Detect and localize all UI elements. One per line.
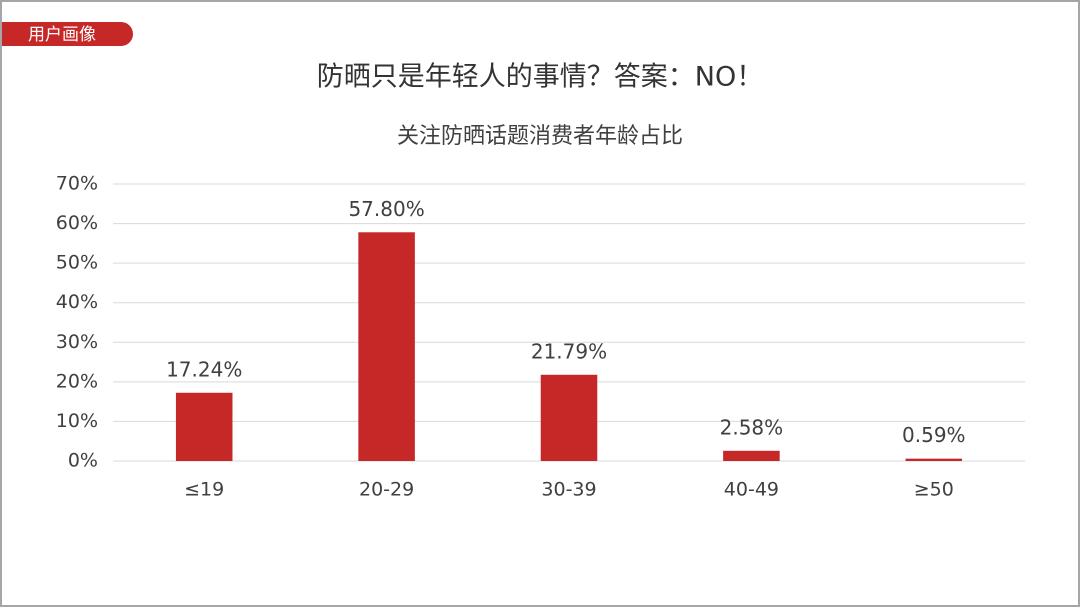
x-tick-label: ≥50 <box>914 479 954 501</box>
value-label: 17.24% <box>166 357 242 381</box>
value-label: 2.58% <box>720 415 784 439</box>
headline: 防晒只是年轻人的事情？答案：NO！ <box>317 62 763 93</box>
y-tick-label: 10% <box>56 410 98 432</box>
bar <box>358 232 415 461</box>
y-tick-label: 30% <box>56 331 98 353</box>
value-label: 0.59% <box>902 423 966 447</box>
bar <box>723 450 780 461</box>
y-tick-label: 70% <box>56 173 98 195</box>
y-tick-label: 20% <box>56 370 98 392</box>
y-tick-label: 40% <box>56 291 98 313</box>
x-tick-label: 30-39 <box>541 479 596 501</box>
chart-title: 关注防晒话题消费者年龄占比 <box>397 124 683 149</box>
value-label: 57.80% <box>348 197 424 221</box>
bar <box>540 374 598 461</box>
bar <box>905 458 963 461</box>
x-tick-label: 40-49 <box>724 479 779 501</box>
tag-background <box>2 22 133 46</box>
bar <box>175 392 233 461</box>
value-label: 21.79% <box>531 339 607 363</box>
y-tick-label: 50% <box>56 252 98 274</box>
y-tick-label: 0% <box>68 450 98 472</box>
y-tick-label: 60% <box>56 212 98 234</box>
x-tick-label: ≤19 <box>184 479 224 501</box>
x-tick-label: 20-29 <box>359 479 414 501</box>
tag: 用户画像 <box>28 25 96 45</box>
